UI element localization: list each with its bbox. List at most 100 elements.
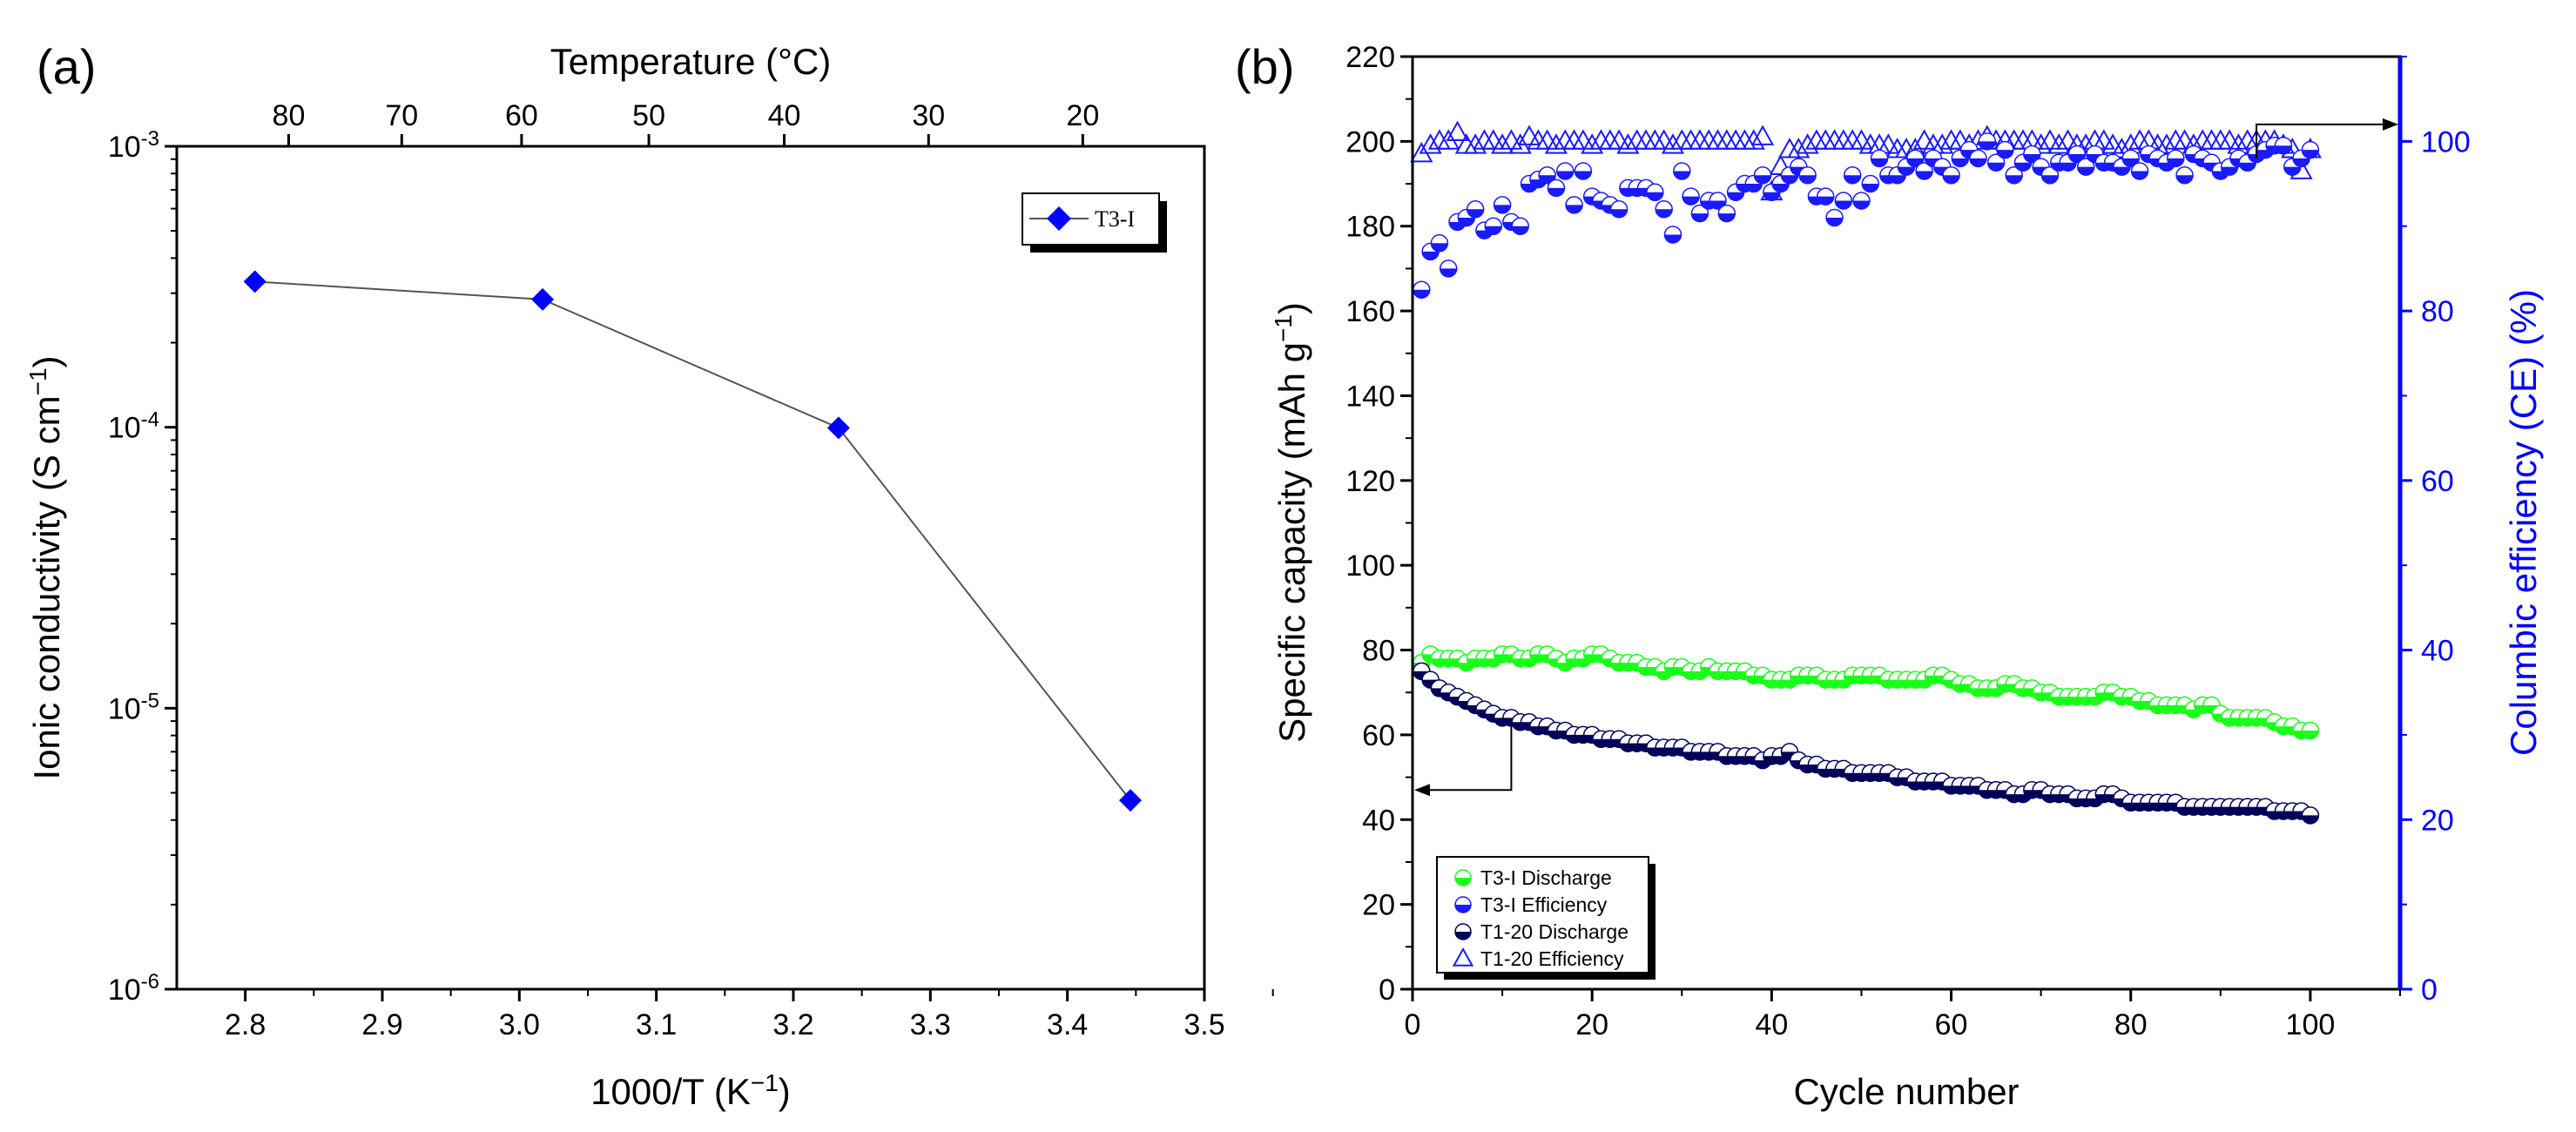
- panel-b-point-t3-i-dis-highlight: [2296, 725, 2302, 731]
- panel-b-y-tick-label: 180: [1345, 211, 1395, 244]
- panel-b-point-t1-20-eff: [1481, 129, 1505, 150]
- panel-b-point-t3-i-eff-fill: [1871, 158, 1888, 167]
- panel-b-y2-tick-label: 20: [2421, 804, 2454, 837]
- panel-b-point-t3-i-dis-highlight: [2242, 712, 2248, 718]
- panel-b-point-t3-i-dis-highlight: [1426, 649, 1431, 654]
- panel-b-point-t3-i-dis-highlight: [1605, 653, 1610, 658]
- panel-b-legend-marker: [1454, 896, 1472, 913]
- panel-b-point-t3-i-eff-highlight: [1641, 183, 1646, 187]
- panel-b-point-t3-i-eff-fill: [2239, 162, 2256, 172]
- panel-b-point-t1-20-eff: [1419, 133, 1442, 154]
- panel-b-point-t3-i-eff-fill: [1772, 184, 1790, 192]
- panel-a-legend-label: T3-I: [1095, 206, 1135, 232]
- panel-b-label: (b): [1235, 39, 1294, 94]
- panel-b-point-t3-i-eff-fill: [1566, 205, 1583, 213]
- panel-b-x-tick-label: 0: [1405, 1008, 1421, 1041]
- panel-b-y-tick-label: 60: [1362, 719, 1395, 752]
- panel-b-point-t1-20-dis-highlight: [1641, 738, 1646, 743]
- panel-b-point-t3-i-dis-highlight: [1578, 653, 1583, 658]
- panel-b-point-t1-20-dis-highlight: [1955, 780, 1960, 785]
- panel-b-point-t3-i-eff-highlight: [1480, 225, 1484, 230]
- panel-b-point-t1-20-dis-highlight: [1874, 768, 1879, 772]
- panel-b-point-t3-i-dis-highlight: [1695, 666, 1700, 670]
- panel-b-point-t3-i-eff-fill: [1763, 192, 1780, 201]
- panel-b-point-t3-i-eff-highlight: [2036, 161, 2041, 166]
- panel-b-point-t3-i-eff-fill: [2221, 166, 2238, 176]
- panel-b-point-t3-i-eff-fill: [2167, 158, 2184, 167]
- panel-b-point-t3-i-eff-highlight: [2224, 161, 2229, 166]
- panel-b-point-t3-i-eff-fill: [2006, 175, 2023, 184]
- panel-b-point-t3-i-eff: [1682, 187, 1700, 206]
- panel-b-point-t3-i-eff-highlight: [1542, 170, 1548, 175]
- panel-b-point-t3-i-dis: [2283, 717, 2302, 736]
- panel-b-point-t3-i-eff-highlight: [2134, 165, 2140, 171]
- panel-b-point-t3-i-eff-fill: [1656, 209, 1673, 218]
- panel-b-point-t1-20-eff: [2110, 138, 2134, 158]
- panel-b-point-t3-i-eff: [1609, 200, 1629, 219]
- panel-b-point-t3-i-eff-highlight: [1605, 199, 1610, 205]
- panel-b-x-axis-title: Cycle number: [1793, 1071, 2019, 1112]
- panel-b-point-t1-20-eff: [1948, 129, 1972, 150]
- panel-b-point-t1-20-dis-highlight: [1650, 742, 1655, 747]
- panel-b-point-t3-i-eff-fill: [1754, 175, 1771, 184]
- panel-b-point-t3-i-eff-fill: [1979, 141, 1996, 150]
- panel-b-point-t3-i-eff-highlight: [1757, 170, 1763, 175]
- panel-b-point-t3-i-eff-highlight: [2296, 153, 2302, 158]
- panel-b-x-tick-label: 20: [1575, 1008, 1608, 1041]
- panel-b-point-t3-i-dis-highlight: [1632, 657, 1637, 663]
- panel-b-point-t1-20-dis-highlight: [1749, 751, 1754, 756]
- panel-b-point-t1-20-dis-highlight: [2305, 810, 2310, 815]
- panel-b-point-t3-i-eff-fill: [1440, 268, 1457, 277]
- panel-b-legend-marker: [1452, 947, 1474, 967]
- panel-b-point-t3-i-eff-fill: [1781, 175, 1798, 184]
- panel-b-legend-box: [1436, 856, 1649, 974]
- panel-b-point-t3-i-dis-highlight: [1749, 670, 1754, 675]
- panel-b-point-t1-20-dis-highlight: [1794, 755, 1798, 760]
- panel-b-y-tick-label: 20: [1362, 889, 1395, 922]
- panel-b-point-t3-i-eff-fill: [1799, 175, 1817, 184]
- panel-a-y-tick-exponent: -6: [141, 970, 159, 994]
- panel-b-point-t1-20-dis-highlight: [1857, 768, 1861, 772]
- panel-b-point-t3-i-eff-highlight: [2018, 158, 2023, 162]
- panel-b-point-t3-i-eff-fill: [1835, 200, 1852, 210]
- panel-b-point-t1-20-dis-highlight: [2153, 798, 2158, 802]
- panel-b-point-t3-i-dis-highlight: [1730, 666, 1736, 670]
- panel-b-point-t3-i-eff: [2013, 153, 2033, 172]
- panel-b-point-t1-20-dis-highlight: [1938, 776, 1942, 781]
- panel-b-point-t1-20-dis-highlight: [1569, 730, 1575, 734]
- panel-b-point-t1-20-dis-highlight: [1488, 708, 1494, 713]
- panel-b-point-t3-i-eff: [2005, 166, 2023, 185]
- panel-b-point-t3-i-eff-highlight: [1847, 170, 1852, 175]
- panel-b-point-t1-20-dis-highlight: [1730, 751, 1736, 756]
- panel-b-point-t3-i-dis-highlight: [2207, 700, 2212, 704]
- panel-b-point-t3-i-eff-highlight: [1919, 165, 1925, 171]
- panel-b-point-t1-20-dis-highlight: [2234, 801, 2238, 806]
- panel-b-point-t3-i-eff-highlight: [1784, 170, 1790, 175]
- panel-b-point-t1-20-dis-highlight: [1946, 780, 1952, 785]
- panel-a-legend-marker: [1047, 206, 1071, 231]
- panel-a-y-tick-label: 10-6: [108, 970, 159, 1007]
- panel-b-point-t3-i-eff-highlight: [1794, 161, 1798, 166]
- panel-b-point-t3-i-eff-highlight: [2161, 158, 2167, 162]
- panel-b-legend-marker-fill: [1455, 878, 1471, 886]
- panel-b-point-t1-20-dis-highlight: [2000, 785, 2005, 790]
- panel-b-point-t3-i-eff-fill: [2041, 175, 2059, 184]
- panel-b-point-t3-i-eff: [1996, 140, 2014, 159]
- panel-b-point-t3-i-eff-fill: [1996, 150, 2013, 158]
- panel-b-point-t1-20-dis-highlight: [1551, 725, 1556, 731]
- panel-b-point-t1-20-eff: [1544, 133, 1568, 154]
- panel-b-point-t3-i-dis-highlight: [1820, 674, 1825, 679]
- panel-b-point-t3-i-eff-highlight: [1722, 208, 1727, 213]
- panel-b-point-t3-i-dis-highlight: [1507, 649, 1511, 654]
- panel-a-x-tick-label: 2.8: [225, 1008, 266, 1041]
- panel-b-point-t3-i-dis-highlight: [1703, 662, 1709, 667]
- panel-b-point-t3-i-eff-fill: [2293, 158, 2310, 167]
- panel-b-point-t1-20-dis-highlight: [1892, 772, 1898, 777]
- panel-b-point-t3-i-eff-highlight: [1811, 191, 1817, 196]
- panel-b-point-t3-i-dis-highlight: [2090, 691, 2095, 697]
- panel-b-point-t3-i-eff-fill: [1431, 243, 1448, 252]
- panel-b-point-t3-i-eff-highlight: [2126, 153, 2131, 158]
- panel-b-point-t3-i-eff-highlight: [2278, 140, 2283, 145]
- panel-b-point-t1-20-eff: [1652, 129, 1676, 150]
